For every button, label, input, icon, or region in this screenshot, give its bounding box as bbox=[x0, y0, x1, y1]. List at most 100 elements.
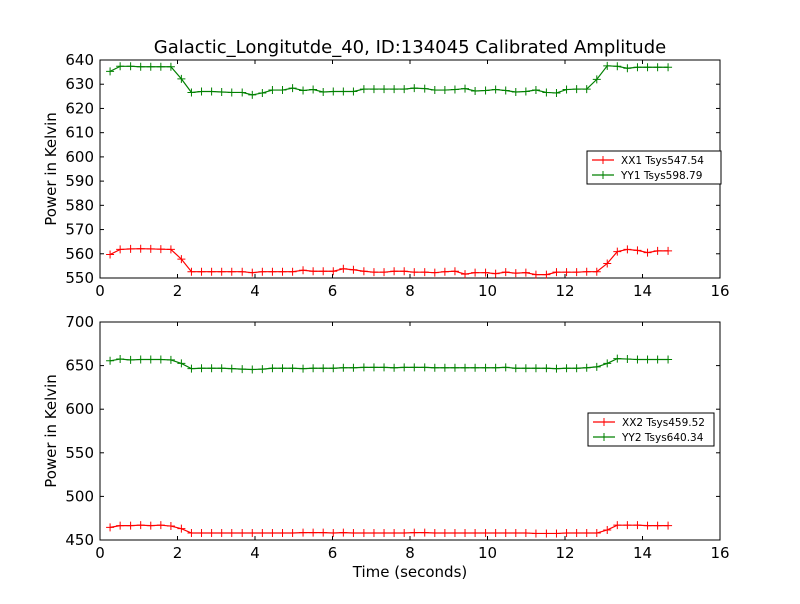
data-point-xx1 bbox=[491, 269, 500, 278]
data-point-xx2 bbox=[633, 521, 642, 530]
data-point-xx2 bbox=[288, 529, 297, 538]
data-point-xx2 bbox=[603, 525, 612, 534]
data-point-xx2 bbox=[562, 529, 571, 538]
data-point-yy2 bbox=[339, 363, 348, 372]
data-point-yy1 bbox=[430, 86, 439, 95]
x-tick-label: 10 bbox=[478, 282, 497, 300]
data-point-xx1 bbox=[623, 245, 632, 254]
data-point-xx1 bbox=[136, 244, 145, 253]
data-point-yy2 bbox=[197, 364, 206, 373]
data-point-yy1 bbox=[643, 63, 652, 72]
data-point-yy2 bbox=[299, 364, 308, 373]
x-tick-label: 12 bbox=[555, 282, 574, 300]
data-point-xx2 bbox=[329, 529, 338, 538]
data-point-yy1 bbox=[166, 62, 175, 71]
data-point-yy2 bbox=[309, 364, 318, 373]
data-point-yy1 bbox=[268, 86, 277, 95]
data-point-yy2 bbox=[136, 355, 145, 364]
y-tick-label: 630 bbox=[65, 75, 94, 93]
data-point-yy2 bbox=[278, 364, 287, 373]
data-point-xx2 bbox=[501, 529, 510, 538]
data-point-xx1 bbox=[309, 267, 318, 276]
data-point-xx2 bbox=[309, 528, 318, 537]
legend-label-xx2: XX2 Tsys459.52 bbox=[622, 417, 705, 429]
data-point-yy2 bbox=[248, 365, 257, 374]
x-tick-label: 4 bbox=[250, 544, 260, 562]
data-point-yy1 bbox=[420, 84, 429, 93]
data-point-xx1 bbox=[248, 268, 257, 277]
legend-box bbox=[586, 150, 722, 185]
data-point-xx1 bbox=[440, 267, 449, 276]
data-point-yy2 bbox=[238, 365, 247, 374]
data-point-yy1 bbox=[531, 86, 540, 95]
data-point-xx1 bbox=[511, 269, 520, 278]
data-point-yy1 bbox=[653, 63, 662, 72]
data-point-yy2 bbox=[572, 364, 581, 373]
data-point-xx1 bbox=[410, 268, 419, 277]
x-tick-label: 0 bbox=[95, 544, 105, 562]
data-point-xx2 bbox=[197, 529, 206, 538]
data-point-yy1 bbox=[156, 62, 165, 71]
x-tick-label: 14 bbox=[633, 544, 652, 562]
legend-marker-yy1 bbox=[599, 171, 607, 179]
data-point-xx1 bbox=[126, 244, 135, 253]
data-point-xx2 bbox=[582, 529, 591, 538]
y-tick-label: 640 bbox=[65, 51, 94, 69]
x-tick-label: 8 bbox=[405, 544, 415, 562]
data-point-xx2 bbox=[542, 529, 551, 538]
data-point-xx2 bbox=[653, 521, 662, 530]
data-point-yy1 bbox=[177, 74, 186, 83]
data-point-xx2 bbox=[592, 529, 601, 538]
data-point-yy1 bbox=[106, 67, 115, 76]
data-point-xx1 bbox=[369, 268, 378, 277]
data-point-yy1 bbox=[319, 87, 328, 96]
data-point-yy2 bbox=[430, 363, 439, 372]
data-point-yy2 bbox=[369, 363, 378, 372]
data-point-yy1 bbox=[511, 87, 520, 96]
data-point-yy1 bbox=[521, 87, 530, 96]
data-point-xx2 bbox=[400, 529, 409, 538]
data-point-yy2 bbox=[664, 355, 673, 364]
data-point-yy2 bbox=[126, 355, 135, 364]
data-point-xx2 bbox=[268, 529, 277, 538]
data-point-yy2 bbox=[471, 363, 480, 372]
data-point-yy1 bbox=[491, 85, 500, 94]
y-tick-label: 570 bbox=[65, 221, 94, 239]
data-point-xx2 bbox=[390, 529, 399, 538]
data-point-xx2 bbox=[552, 529, 561, 538]
data-point-yy2 bbox=[390, 363, 399, 372]
y-tick-label: 500 bbox=[65, 487, 94, 505]
x-tick-label: 0 bbox=[95, 282, 105, 300]
data-point-yy2 bbox=[491, 363, 500, 372]
data-point-yy1 bbox=[552, 88, 561, 97]
x-tick-label: 6 bbox=[328, 282, 338, 300]
data-point-xx2 bbox=[146, 521, 155, 530]
data-point-xx2 bbox=[531, 529, 540, 538]
x-tick-label: 2 bbox=[173, 544, 183, 562]
data-point-yy2 bbox=[187, 364, 196, 373]
data-point-xx2 bbox=[450, 529, 459, 538]
y-tick-label: 590 bbox=[65, 172, 94, 190]
data-point-xx1 bbox=[177, 255, 186, 264]
data-point-yy2 bbox=[592, 362, 601, 371]
data-point-yy1 bbox=[582, 85, 591, 94]
y-tick-label: 600 bbox=[65, 148, 94, 166]
data-point-yy1 bbox=[359, 85, 368, 94]
data-point-xx1 bbox=[664, 246, 673, 255]
data-point-xx1 bbox=[106, 250, 115, 259]
data-point-yy2 bbox=[643, 355, 652, 364]
data-point-yy2 bbox=[531, 364, 540, 373]
data-point-yy1 bbox=[664, 63, 673, 72]
data-point-xx2 bbox=[349, 529, 358, 538]
data-point-yy2 bbox=[359, 363, 368, 372]
data-point-xx2 bbox=[521, 529, 530, 538]
data-point-xx1 bbox=[471, 268, 480, 277]
data-point-yy2 bbox=[268, 364, 277, 373]
data-point-xx1 bbox=[116, 245, 125, 254]
data-point-yy2 bbox=[440, 363, 449, 372]
x-tick-label: 10 bbox=[478, 544, 497, 562]
data-point-xx2 bbox=[359, 529, 368, 538]
data-point-xx1 bbox=[146, 244, 155, 253]
data-point-xx1 bbox=[166, 245, 175, 254]
